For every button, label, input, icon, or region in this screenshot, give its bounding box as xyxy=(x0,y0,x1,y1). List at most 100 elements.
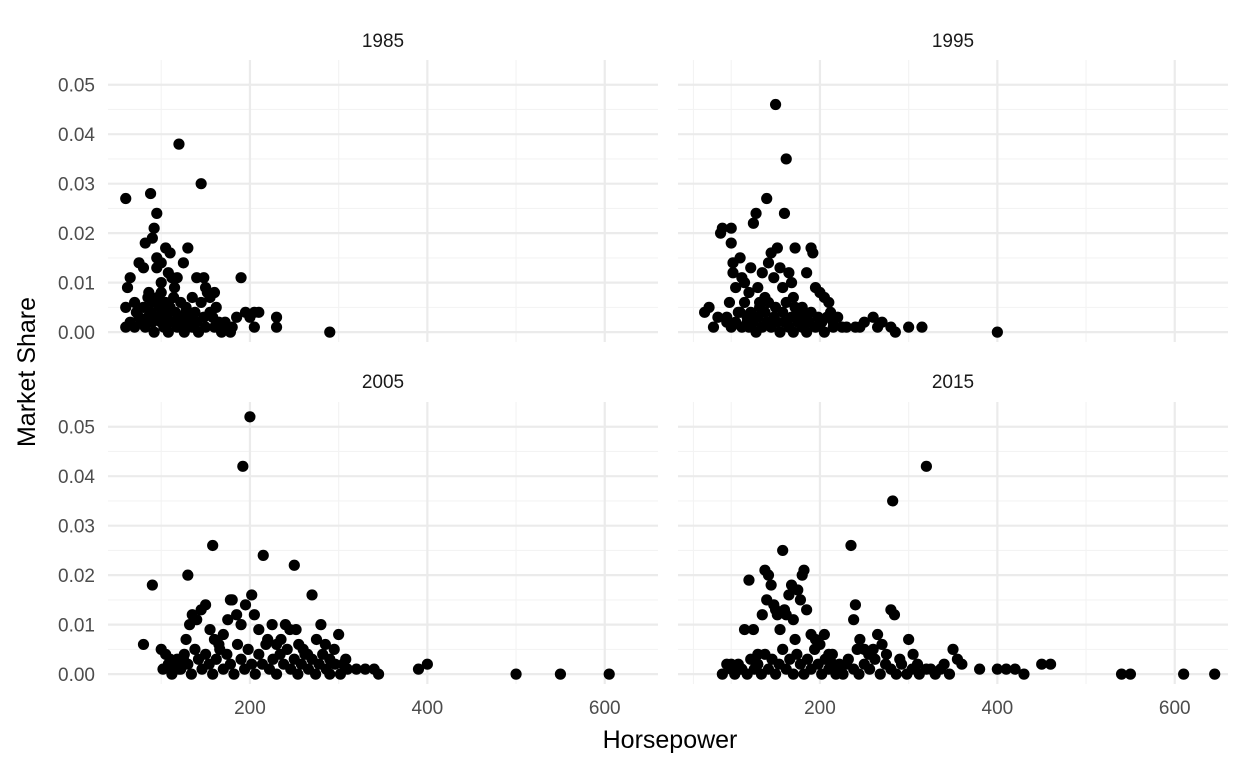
data-point xyxy=(730,281,742,294)
data-point xyxy=(224,658,237,670)
data-point xyxy=(215,326,228,338)
data-point xyxy=(777,544,789,557)
data-point xyxy=(421,658,433,670)
data-point xyxy=(210,653,222,665)
data-point xyxy=(1018,668,1030,680)
data-point xyxy=(148,222,160,234)
data-point xyxy=(324,668,336,680)
data-point xyxy=(178,648,190,660)
facet-strip-label: 2015 xyxy=(932,372,974,393)
data-point xyxy=(716,668,728,680)
data-point xyxy=(198,272,210,284)
data-point xyxy=(319,638,331,651)
data-point xyxy=(180,633,192,646)
data-point xyxy=(750,207,762,219)
data-point xyxy=(1000,663,1012,675)
data-point xyxy=(826,648,838,660)
data-point xyxy=(991,663,1003,675)
data-point xyxy=(248,609,260,621)
data-point xyxy=(867,643,879,655)
data-point xyxy=(235,272,247,284)
data-point xyxy=(723,296,736,309)
data-point xyxy=(266,619,278,631)
data-point xyxy=(777,281,789,294)
data-point xyxy=(224,326,237,338)
data-point xyxy=(217,628,229,641)
data-point xyxy=(916,321,928,333)
data-point xyxy=(137,638,150,651)
data-point xyxy=(1036,658,1048,670)
data-point xyxy=(182,242,194,254)
data-point xyxy=(774,262,786,274)
y-tick-label: 0.04 xyxy=(58,125,95,146)
data-point xyxy=(372,668,385,680)
data-point xyxy=(186,291,198,304)
data-point xyxy=(769,98,782,111)
data-point xyxy=(315,619,327,631)
data-point xyxy=(239,599,252,611)
y-tick-label: 0.05 xyxy=(58,418,95,439)
data-point xyxy=(129,296,141,309)
data-point xyxy=(222,614,234,626)
data-point xyxy=(836,321,848,333)
data-point xyxy=(920,663,932,675)
y-tick-label: 0.02 xyxy=(58,224,95,245)
data-point xyxy=(510,668,522,680)
data-point xyxy=(874,668,886,680)
data-point xyxy=(849,599,862,611)
data-point xyxy=(178,326,190,338)
data-point xyxy=(292,668,304,680)
x-tick-label: 400 xyxy=(982,698,1014,719)
data-point xyxy=(854,321,866,333)
data-point xyxy=(845,539,857,552)
data-point xyxy=(832,311,844,323)
data-point xyxy=(175,296,187,309)
data-point xyxy=(738,623,751,636)
data-point xyxy=(204,623,216,636)
data-point xyxy=(199,599,212,611)
data-point xyxy=(792,584,804,596)
data-point xyxy=(876,638,888,651)
data-point xyxy=(248,321,260,333)
data-point xyxy=(120,192,132,205)
data-point xyxy=(146,232,158,244)
data-point xyxy=(818,326,830,338)
data-point xyxy=(270,321,283,333)
data-point xyxy=(887,495,899,507)
data-point xyxy=(974,663,986,675)
y-axis-title: Market Share xyxy=(13,297,41,447)
data-point xyxy=(195,178,207,190)
data-point xyxy=(334,668,347,680)
x-tick-label: 600 xyxy=(1159,698,1191,719)
data-point xyxy=(281,643,293,655)
data-point xyxy=(747,623,760,636)
data-point xyxy=(121,281,134,294)
data-point xyxy=(768,272,780,284)
data-point xyxy=(1124,668,1137,680)
data-point xyxy=(317,648,329,660)
data-point xyxy=(235,653,247,665)
x-tick-label: 400 xyxy=(412,698,444,719)
data-point xyxy=(168,281,181,294)
data-point xyxy=(823,296,835,309)
data-point xyxy=(146,579,158,591)
data-point xyxy=(752,658,764,670)
data-point xyxy=(350,663,362,675)
data-point xyxy=(801,653,814,665)
data-point xyxy=(809,643,821,655)
data-point xyxy=(270,668,283,680)
data-point xyxy=(707,321,720,333)
data-point xyxy=(333,628,345,641)
data-point xyxy=(794,594,807,606)
facet-panel: 1985 0.00 0.01 0.02 0.03 0.04 0.05 xyxy=(58,31,695,344)
data-point xyxy=(756,609,768,621)
data-point xyxy=(244,411,256,423)
data-point xyxy=(270,311,283,323)
data-point xyxy=(801,326,813,338)
data-point xyxy=(231,638,244,651)
facet-strip-label: 2005 xyxy=(362,372,404,393)
data-point xyxy=(195,296,207,309)
data-point xyxy=(783,267,795,279)
